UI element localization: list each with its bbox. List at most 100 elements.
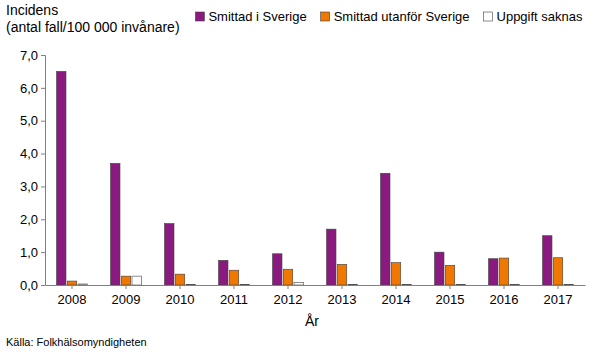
legend-item: Smittad i Sverige bbox=[195, 9, 306, 24]
legend-label: Smittad utanför Sverige bbox=[334, 9, 470, 24]
bar bbox=[121, 276, 130, 285]
y-tick: 2,0 bbox=[20, 212, 45, 227]
x-tick: 2013 bbox=[328, 285, 357, 307]
y-tick: 5,0 bbox=[20, 113, 45, 128]
x-axis-title: År bbox=[305, 313, 319, 329]
x-tick-mark bbox=[234, 285, 235, 289]
bar bbox=[283, 269, 292, 285]
bars bbox=[57, 71, 574, 285]
x-tick-mark bbox=[288, 285, 289, 289]
x-tick-label: 2013 bbox=[328, 292, 357, 307]
legend-swatch bbox=[195, 12, 204, 21]
bar bbox=[175, 274, 184, 285]
bar bbox=[240, 284, 249, 285]
y-axis-title: (antal fall/100 000 invånare) bbox=[6, 19, 180, 35]
x-tick-label: 2008 bbox=[58, 292, 87, 307]
y-axis-title: Incidens bbox=[6, 2, 58, 18]
bar bbox=[564, 284, 573, 285]
x-tick-label: 2016 bbox=[490, 292, 519, 307]
x-tick: 2016 bbox=[490, 285, 519, 307]
x-tick-mark bbox=[126, 285, 127, 289]
bar bbox=[219, 260, 228, 285]
bar bbox=[78, 284, 87, 285]
x-tick-label: 2014 bbox=[382, 292, 411, 307]
y-tick-mark bbox=[41, 88, 45, 89]
y-tick-mark bbox=[41, 55, 45, 56]
y-tick-mark bbox=[41, 154, 45, 155]
legend-label: Uppgift saknas bbox=[497, 9, 583, 24]
bar bbox=[543, 236, 552, 285]
bar bbox=[381, 173, 390, 285]
bar bbox=[489, 259, 498, 285]
x-tick: 2010 bbox=[166, 285, 195, 307]
x-tick-label: 2011 bbox=[220, 292, 248, 307]
x-tick: 2015 bbox=[436, 285, 465, 307]
bar bbox=[499, 258, 508, 285]
legend-item: Smittad utanför Sverige bbox=[321, 9, 470, 24]
x-tick-label: 2010 bbox=[166, 292, 195, 307]
legend-swatch bbox=[484, 12, 493, 21]
y-tick-label: 5,0 bbox=[20, 113, 38, 128]
bar bbox=[553, 258, 562, 285]
bar bbox=[435, 252, 444, 285]
bar bbox=[510, 284, 519, 285]
plot: 0,0 1,0 2,0 3,0 4,0 5,0 6,0 7,0 2008 2009 2010 2011… bbox=[20, 48, 586, 308]
legend-label: Smittad i Sverige bbox=[208, 9, 306, 24]
y-axis-line bbox=[41, 56, 46, 286]
y-tick-label: 6,0 bbox=[20, 81, 38, 96]
y-tick-label: 2,0 bbox=[20, 212, 38, 227]
bar bbox=[402, 284, 411, 285]
x-tick: 2014 bbox=[382, 285, 411, 307]
x-tick: 2017 bbox=[544, 285, 573, 307]
bar bbox=[391, 263, 400, 285]
y-tick-mark bbox=[41, 219, 45, 220]
y-tick: 3,0 bbox=[20, 179, 45, 194]
x-tick-label: 2015 bbox=[436, 292, 465, 307]
y-axis: 0,0 1,0 2,0 3,0 4,0 5,0 6,0 7,0 bbox=[20, 48, 46, 293]
bar bbox=[186, 284, 195, 285]
legend: Smittad i Sverige Smittad utanför Sverige… bbox=[195, 9, 583, 24]
y-tick-label: 7,0 bbox=[20, 48, 38, 63]
y-tick: 4,0 bbox=[20, 146, 45, 161]
legend-item: Uppgift saknas bbox=[484, 9, 583, 24]
y-tick-label: 4,0 bbox=[20, 146, 38, 161]
bar bbox=[67, 281, 76, 285]
x-tick-mark bbox=[396, 285, 397, 289]
bar bbox=[57, 71, 66, 285]
x-tick-mark bbox=[558, 285, 559, 289]
y-tick: 7,0 bbox=[20, 48, 45, 63]
chart: 0,0 1,0 2,0 3,0 4,0 5,0 6,0 7,0 2008 2009 2010 2011… bbox=[0, 0, 590, 354]
x-tick: 2009 bbox=[112, 285, 141, 307]
x-tick-mark bbox=[72, 285, 73, 289]
x-tick-mark bbox=[450, 285, 451, 289]
bar bbox=[348, 284, 357, 285]
x-tick-label: 2012 bbox=[274, 292, 303, 307]
bar bbox=[273, 254, 282, 285]
bar bbox=[327, 229, 336, 285]
y-tick: 1,0 bbox=[20, 245, 45, 260]
x-tick-label: 2017 bbox=[544, 292, 573, 307]
bar bbox=[165, 224, 174, 285]
x-axis: 2008 2009 2010 2011 2012 2013 2014 2015 2016 2017 bbox=[46, 285, 586, 307]
bar bbox=[445, 265, 454, 285]
bar bbox=[229, 270, 238, 285]
y-tick-mark bbox=[41, 121, 45, 122]
x-tick-mark bbox=[504, 285, 505, 289]
legend-swatch bbox=[321, 12, 330, 21]
y-tick-label: 1,0 bbox=[20, 245, 38, 260]
bar bbox=[111, 163, 120, 285]
bar bbox=[294, 282, 303, 285]
x-tick: 2008 bbox=[58, 285, 87, 307]
x-tick: 2012 bbox=[274, 285, 303, 307]
y-tick-mark bbox=[41, 186, 45, 187]
bar bbox=[132, 276, 141, 285]
y-tick-label: 3,0 bbox=[20, 179, 38, 194]
y-tick: 6,0 bbox=[20, 81, 45, 96]
x-tick: 2011 bbox=[220, 285, 248, 307]
y-tick-mark bbox=[41, 252, 45, 253]
y-tick-label: 0,0 bbox=[20, 278, 38, 293]
bar bbox=[337, 264, 346, 285]
x-tick-label: 2009 bbox=[112, 292, 141, 307]
source-note: Källa: Folkhälsomyndigheten bbox=[6, 336, 147, 348]
bar bbox=[456, 284, 465, 285]
